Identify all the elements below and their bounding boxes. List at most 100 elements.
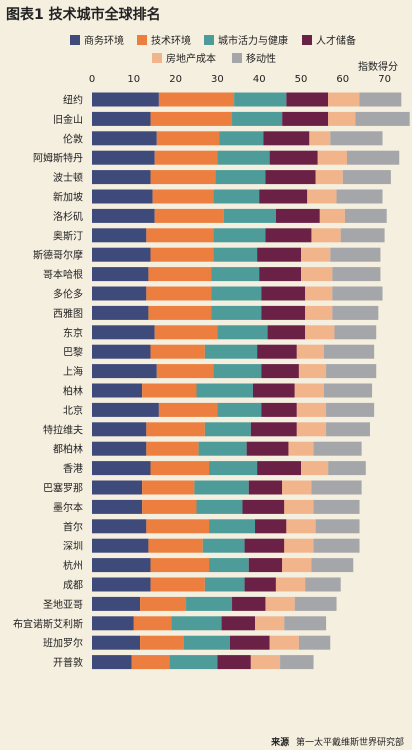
source-label: 来源 (271, 738, 290, 748)
bar-segment (92, 267, 149, 282)
bar-segment (92, 558, 151, 573)
bar-segment (140, 596, 187, 611)
bar-segment (311, 228, 341, 243)
bar-segment (286, 519, 316, 534)
bar-segment (211, 286, 262, 301)
bar-segment (323, 383, 373, 398)
bar-segment (92, 422, 147, 437)
bar-segment (150, 111, 233, 126)
bar-segment (142, 383, 197, 398)
legend-swatch-realestate (152, 52, 162, 63)
bar-segment (275, 577, 306, 592)
bar-segment (328, 461, 366, 476)
bar-segment (313, 441, 362, 456)
x-tick-label: 70 (378, 74, 391, 85)
bar-segment (255, 616, 285, 631)
category-label: 香港 (63, 463, 83, 475)
category-label: 巴黎 (63, 346, 83, 359)
bar-segment (315, 170, 343, 185)
bar-segment (313, 538, 360, 553)
bar-segment (265, 596, 295, 611)
bar-segment (211, 305, 262, 320)
bar-segment (204, 422, 251, 437)
bar-segment (92, 635, 141, 650)
bar-segment (92, 480, 143, 495)
bar-segment (213, 189, 260, 204)
bar-segment (250, 422, 297, 437)
chart-title: 图表1 技术城市全球排名 (6, 4, 161, 24)
x-tick-label: 50 (295, 74, 308, 85)
x-tick-label: 30 (211, 74, 224, 85)
bar-segment (296, 422, 327, 437)
bar-segment (232, 111, 283, 126)
bar-segment (261, 402, 297, 417)
bar-segment (248, 480, 283, 495)
bar-segment (148, 305, 212, 320)
bar-segment (259, 267, 301, 282)
bar-segment (250, 655, 281, 670)
bar-segment (92, 499, 143, 514)
legend-swatch-business (70, 34, 80, 45)
category-label: 圣地亚哥 (43, 598, 83, 611)
bar-segment (265, 228, 312, 243)
bar-segment (301, 247, 331, 262)
category-label: 波士顿 (53, 171, 83, 184)
legend-item-vitality: 城市活力与健康 (204, 32, 288, 47)
bar-segment (313, 499, 360, 514)
bar-segment (301, 267, 333, 282)
bar-segment (154, 150, 218, 165)
category-label: 班加罗尔 (43, 637, 83, 650)
bar-segment (146, 422, 205, 437)
x-tick-label: 20 (169, 74, 182, 85)
bar-segment (158, 402, 218, 417)
legend-label-vitality: 城市活力与健康 (218, 36, 288, 47)
legend-item-business: 商务环境 (70, 32, 124, 47)
bar-segment (355, 111, 410, 126)
bar-segment (305, 577, 341, 592)
bar-segment (346, 150, 400, 165)
category-label: 纽约 (63, 94, 83, 107)
bar-segment (242, 499, 285, 514)
bar-segment (282, 558, 312, 573)
bar-segment (146, 441, 199, 456)
bar-segment (219, 131, 264, 146)
bar-segment (269, 635, 299, 650)
category-label: 柏林 (63, 385, 83, 398)
bar-segment (213, 228, 266, 243)
bar-segment (213, 364, 262, 379)
bar-segment (140, 635, 184, 650)
bar-segment (259, 189, 308, 204)
chart-title-lead: 图表1 (6, 7, 44, 23)
bar-segment (148, 538, 203, 553)
category-label: 杭州 (63, 559, 83, 572)
bar-segment (92, 577, 151, 592)
bar-segment (298, 364, 327, 379)
bar-segment (196, 383, 253, 398)
bar-segment (211, 267, 260, 282)
bar-segment (215, 170, 266, 185)
bar-segment (92, 305, 149, 320)
bar-segment (152, 189, 214, 204)
bar-segment (142, 480, 195, 495)
bar-segment (92, 616, 134, 631)
bar-segment (282, 480, 312, 495)
bar-segment (252, 383, 295, 398)
bar-segment (294, 383, 324, 398)
bar-segment (171, 616, 222, 631)
bar-segment (204, 344, 258, 359)
category-label: 成都 (63, 580, 83, 592)
bar-segment (294, 596, 337, 611)
bar-segment (248, 558, 283, 573)
category-label: 斯德哥尔摩 (33, 249, 83, 262)
bar-segment (92, 170, 151, 185)
bar-segment (311, 558, 354, 573)
bar-segment (150, 577, 205, 592)
bar-segment (221, 616, 256, 631)
legend-item-tech: 技术环境 (137, 32, 191, 47)
category-label: 东京 (63, 326, 83, 339)
legend-label-realestate: 房地产成本 (166, 54, 216, 65)
bar-segment (92, 344, 151, 359)
legend-label-mobility: 移动性 (246, 54, 276, 65)
bar-segment (309, 131, 331, 146)
bar-segment (92, 189, 153, 204)
